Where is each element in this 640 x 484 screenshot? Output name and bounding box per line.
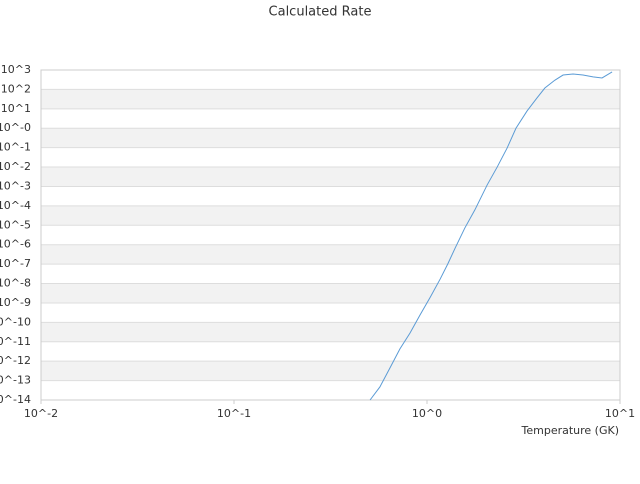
band (41, 128, 620, 148)
bands (41, 89, 620, 381)
y-tick-label: 10^-7 (0, 257, 31, 270)
x-tick-label: 10^-1 (217, 407, 251, 420)
y-tick-label: 10^-9 (0, 296, 31, 309)
y-tick-label: 10^-12 (0, 354, 31, 367)
band (41, 244, 620, 265)
y-tick-label: 10^-0 (0, 121, 31, 134)
y-tick-label: 10^-1 (0, 141, 31, 154)
band (41, 167, 620, 187)
y-tick-label: 10^-6 (0, 238, 31, 251)
x-tick-label: 10^1 (605, 407, 635, 420)
chart-title: Calculated Rate (269, 5, 372, 20)
y-tick-label: 10^-2 (0, 160, 31, 173)
band (41, 89, 620, 109)
x-tick-label: 10^-2 (24, 407, 58, 420)
band (41, 322, 620, 342)
y-tick-label: 10^1 (1, 102, 31, 115)
y-tick-label: 10^-4 (0, 199, 31, 212)
y-tick-label: 10^-14 (0, 393, 31, 406)
x-tick-label: 10^0 (412, 407, 442, 420)
y-tick-label: 10^-8 (0, 277, 31, 290)
band (41, 283, 620, 303)
x-axis-label: Temperature (GK) (521, 424, 620, 437)
y-tick-label: 10^-3 (0, 179, 31, 192)
y-tick-label: 10^3 (1, 63, 31, 76)
y-tick-label: 10^-10 (0, 315, 31, 328)
band (41, 361, 620, 381)
y-tick-label: 10^2 (1, 82, 31, 95)
band (41, 205, 620, 226)
y-tick-label: 10^-5 (0, 218, 31, 231)
y-tick-label: 10^-11 (0, 335, 31, 348)
plot-border (40, 69, 621, 401)
y-tick-label: 10^-13 (0, 374, 31, 387)
series-line (369, 71, 613, 401)
